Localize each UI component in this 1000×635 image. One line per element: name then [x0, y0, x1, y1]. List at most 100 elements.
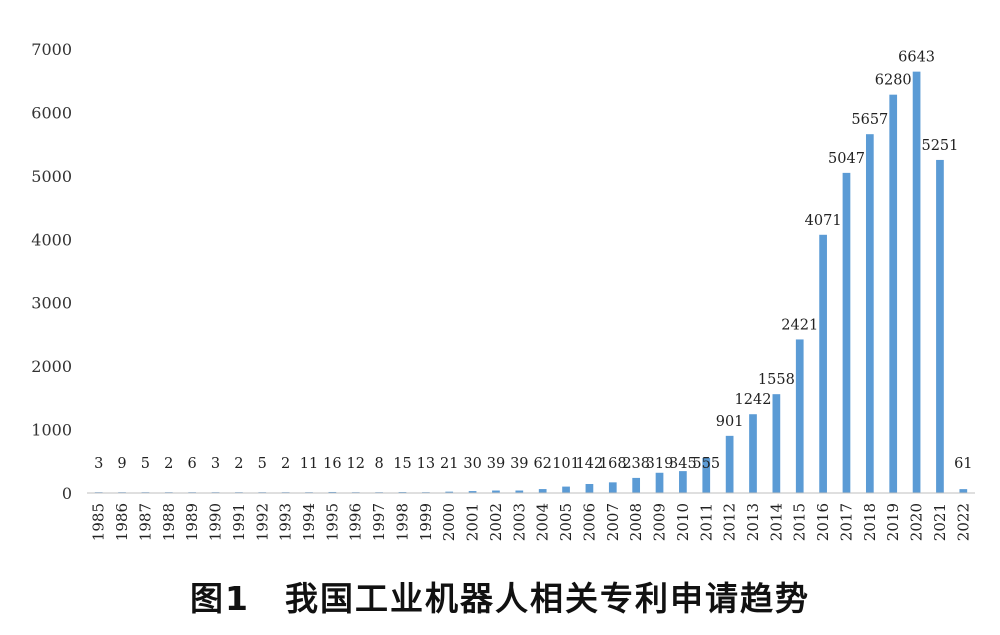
bar — [632, 477, 641, 493]
data-label: 5251 — [921, 138, 958, 154]
x-axis: 1985 1986 1987 1988 1989 1990 1991 1992 1993 1994… — [87, 492, 975, 541]
data-label: 555 — [692, 456, 720, 472]
y-tick-label: 4000 — [31, 230, 72, 249]
data-label: 4071 — [805, 213, 842, 229]
bar — [445, 491, 454, 493]
x-tick-label: 2013 — [744, 503, 762, 541]
data-label: 142 — [576, 456, 604, 472]
x-tick-label: 1989 — [183, 503, 201, 541]
data-label: 168 — [599, 456, 627, 472]
x-tick-label: 2001 — [464, 503, 482, 541]
x-tick-label: 2011 — [697, 503, 715, 541]
bar — [328, 491, 337, 493]
data-label: 61 — [954, 456, 972, 472]
bar — [468, 491, 477, 493]
x-tick-label: 1992 — [253, 503, 271, 541]
data-label: 1242 — [735, 392, 772, 408]
bar — [585, 483, 594, 493]
x-tick-label: 2005 — [557, 503, 575, 541]
bar — [936, 159, 944, 493]
x-tick-label: 1993 — [277, 503, 295, 541]
x-tick-label: 2003 — [510, 503, 528, 541]
data-label: 62 — [533, 456, 551, 472]
x-tick-label: 1991 — [230, 503, 248, 541]
data-label: 3 — [94, 456, 103, 472]
x-tick-label: 2006 — [580, 503, 598, 541]
data-label: 101 — [552, 456, 580, 472]
x-tick-label: 2019 — [884, 503, 902, 541]
data-label: 319 — [646, 456, 674, 472]
x-tick-label: 2008 — [627, 503, 645, 541]
x-tick-label: 2017 — [837, 503, 855, 541]
x-tick-label: 1994 — [300, 503, 318, 541]
x-tick-label: 2021 — [931, 503, 949, 541]
x-tick-label: 2012 — [721, 503, 739, 541]
data-label: 3 — [211, 456, 220, 472]
x-tick-label: 2016 — [814, 503, 832, 541]
x-tick-label: 1997 — [370, 503, 388, 541]
data-label: 39 — [510, 456, 528, 472]
y-tick-label: 0 — [62, 484, 72, 503]
bar — [772, 394, 781, 493]
bar — [865, 134, 874, 493]
data-label: 13 — [417, 456, 435, 472]
bar — [655, 472, 664, 493]
data-label: 11 — [300, 456, 318, 472]
x-tick-label: 2022 — [954, 503, 972, 541]
x-tick-label: 1996 — [347, 503, 365, 541]
data-label: 15 — [393, 456, 411, 472]
bar — [608, 482, 617, 493]
bars — [94, 71, 968, 494]
bar — [725, 435, 734, 493]
data-label: 9 — [117, 456, 126, 472]
bar — [679, 471, 687, 493]
x-tick-label: 2018 — [861, 503, 879, 541]
data-label: 21 — [440, 456, 458, 472]
bar — [842, 172, 851, 493]
bar — [562, 486, 570, 493]
data-label: 6280 — [875, 73, 912, 89]
x-tick-label: 1988 — [160, 503, 178, 541]
data-label: 5047 — [828, 151, 865, 167]
bar — [889, 94, 898, 493]
bar — [538, 489, 547, 493]
x-tick-label: 2004 — [534, 503, 552, 541]
y-tick-label: 3000 — [31, 294, 72, 313]
x-tick-label: 2020 — [908, 503, 926, 541]
x-tick-label: 1995 — [323, 503, 341, 541]
x-tick-label: 2010 — [674, 503, 692, 541]
data-labels: 3 9 5 2 6 3 2 5 2 11 16 12 8 15 13 21 30 39 39 62 1011421682… — [94, 50, 972, 472]
x-tick-label: 2015 — [791, 503, 809, 541]
x-tick-label: 1986 — [113, 503, 131, 541]
x-tick-label: 2007 — [604, 503, 622, 541]
x-tick-label: 2002 — [487, 503, 505, 541]
data-label: 6 — [188, 456, 197, 472]
x-tick-label: 2000 — [440, 503, 458, 541]
y-tick-label: 1000 — [31, 421, 72, 440]
bar — [749, 414, 757, 493]
bar — [959, 489, 968, 493]
data-label: 238 — [622, 456, 650, 472]
data-label: 1558 — [758, 372, 795, 388]
bar — [492, 490, 500, 493]
data-label: 345 — [669, 456, 697, 472]
x-tick-label: 1985 — [90, 503, 108, 541]
y-tick-label: 5000 — [31, 167, 72, 186]
bar — [795, 339, 804, 493]
data-label: 5 — [141, 456, 150, 472]
x-tick-label: 1998 — [393, 503, 411, 541]
y-tick-label: 7000 — [31, 40, 72, 59]
y-tick-label: 6000 — [31, 103, 72, 122]
x-tick-label: 2014 — [767, 503, 785, 541]
data-label: 2421 — [781, 317, 818, 333]
data-label: 5657 — [851, 112, 888, 128]
bar — [819, 234, 827, 493]
data-label: 5 — [258, 456, 267, 472]
y-tick-label: 2000 — [31, 357, 72, 376]
data-label: 16 — [323, 456, 341, 472]
data-label: 30 — [463, 456, 481, 472]
data-label: 2 — [281, 456, 290, 472]
bar — [702, 457, 711, 493]
data-label: 6643 — [898, 50, 935, 66]
